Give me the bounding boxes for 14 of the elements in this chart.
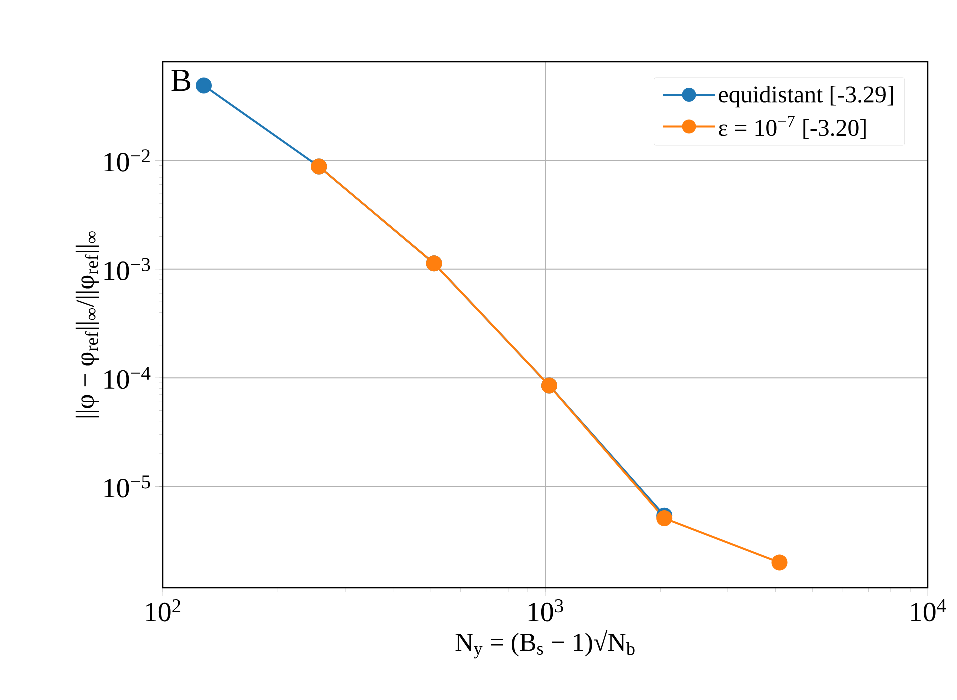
y-tick-label: 10$^{−4}$ xyxy=(104,367,151,390)
point xyxy=(656,510,673,527)
annotation: B xyxy=(172,70,191,92)
y-tick-label: 10$^{−5}$ xyxy=(104,476,150,498)
x-axis-title: N$_{y}$ = (B$_{s}$ − 1)√N$_{b}$ xyxy=(456,630,635,659)
y-tick-label: 10$^{−3}$ xyxy=(104,258,150,280)
y-tick-label: 10$^{−2}$ xyxy=(104,150,150,172)
y-axis-title: ||φ − φ$_{ref}$||$_{∞}$/||φ$_{ref}$||$_{∞}$ xyxy=(76,232,100,418)
x-tick-label: 10$^{3}$ xyxy=(528,600,564,622)
x-tick-label: 10$^{4}$ xyxy=(911,600,946,622)
legend-label: equidistant [-3.29] xyxy=(719,86,894,108)
legend-label: ε = 10$^{−7}$ [-3.20] xyxy=(719,116,866,140)
x-tick-label: 10$^{2}$ xyxy=(146,600,181,622)
point xyxy=(772,554,788,571)
